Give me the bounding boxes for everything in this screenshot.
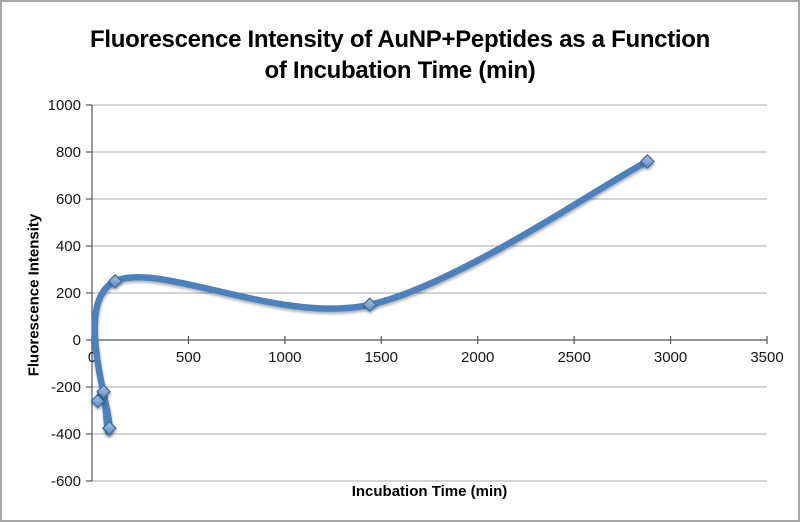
data-point-marker: [101, 420, 117, 436]
y-axis-title: Fluorescence Intensity: [25, 213, 43, 377]
y-tick-label: 1000: [48, 97, 81, 114]
y-tick-label: -200: [51, 379, 81, 396]
chart-title-line2: of Incubation Time (min): [264, 57, 536, 84]
x-tick-label: 3000: [654, 349, 687, 366]
y-tick-label: 600: [56, 191, 81, 208]
y-tick-label: 200: [56, 285, 81, 302]
x-tick-label: 500: [176, 349, 201, 366]
data-point-marker: [362, 297, 378, 313]
x-tick-label: 1500: [365, 349, 398, 366]
series-line: [91, 158, 651, 436]
x-axis-title: Incubation Time (min): [351, 483, 508, 500]
y-tick-label: -400: [51, 426, 81, 443]
x-tick-label: 2500: [557, 349, 590, 366]
y-tick-label: 800: [56, 144, 81, 161]
x-tick-label: 3500: [750, 349, 783, 366]
chart-title: Fluorescence Intensity of AuNP+Peptides …: [2, 24, 798, 86]
data-point-marker: [640, 153, 655, 169]
data-point-marker: [107, 273, 123, 289]
x-tick-label: 1000: [268, 349, 301, 366]
y-tick-label: -600: [51, 473, 81, 490]
chart-title-line1: Fluorescence Intensity of AuNP+Peptides …: [89, 26, 711, 53]
x-tick-label: 2000: [461, 349, 494, 366]
x-tick-label: 0: [88, 349, 96, 366]
data-point-marker: [90, 393, 106, 409]
data-point-marker: [96, 384, 111, 400]
y-tick-label: 400: [56, 238, 81, 255]
y-tick-label: 0: [73, 332, 81, 349]
